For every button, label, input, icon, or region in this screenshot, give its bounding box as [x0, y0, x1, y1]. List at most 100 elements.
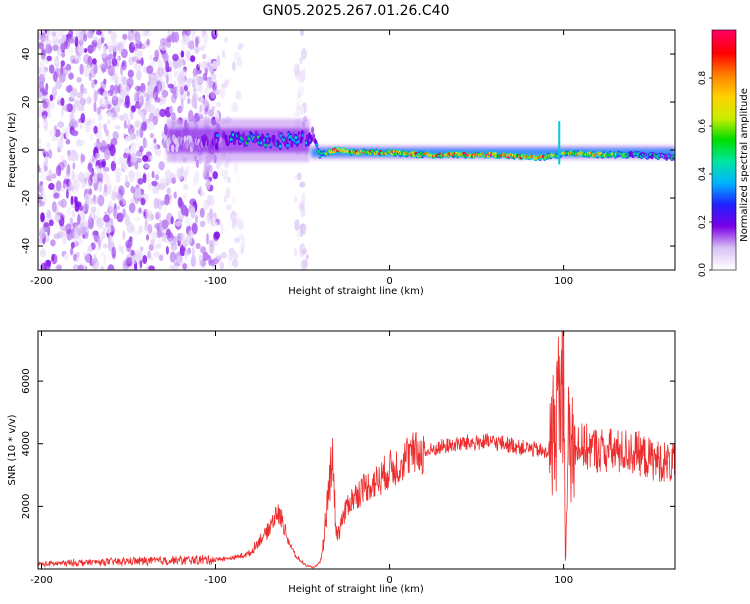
spectrogram-noise-cell	[299, 181, 306, 188]
spectrogram-noise-cell	[155, 108, 161, 119]
spectrogram-noise-cell	[225, 204, 232, 211]
colorbar-cell	[712, 66, 736, 69]
colorbar-cell	[712, 202, 736, 205]
spectrogram-noise-cell	[158, 95, 164, 106]
spectrogram-noise-cell	[204, 62, 210, 74]
spectrogram-noise-cell	[197, 75, 204, 86]
spectrogram-noise-cell	[298, 203, 305, 211]
spectrogram-noise-cell	[43, 98, 50, 109]
colorbar-cell	[712, 268, 736, 271]
colorbar-cell	[712, 136, 736, 139]
spectrogram-noise-cell	[121, 61, 125, 68]
colorbar-cell	[712, 240, 736, 243]
spectrogram-noise-cell	[125, 85, 131, 97]
spectrogram-noise-cell	[75, 254, 80, 263]
spectrogram-noise-cell	[46, 30, 51, 37]
spectrogram-noise-cell	[134, 216, 141, 222]
spectrogram-noise-cell	[151, 170, 155, 179]
colorbar-cell	[712, 254, 736, 257]
spectrogram-noise-cell	[61, 50, 66, 58]
spectrogram-noise-cell	[51, 254, 55, 261]
colorbar-cell	[712, 192, 736, 195]
spectrogram-noise-cell	[294, 219, 300, 232]
colorbar-cell	[712, 126, 736, 129]
spectrogram-noise-cell	[83, 88, 88, 95]
spectrogram-noise-cell	[93, 142, 99, 149]
spectrogram-noise-cell	[128, 41, 136, 54]
spectrogram-noise-cell	[227, 258, 232, 268]
spectrogram-noise-cell	[62, 180, 66, 189]
spectrogram-noise-cell	[110, 31, 118, 43]
spectrogram-noise-cell	[294, 111, 300, 118]
spectrogram-noise-cell	[111, 191, 118, 201]
spectrogram-noise-cell	[106, 119, 111, 125]
spectrogram-noise-cell	[134, 120, 140, 128]
spectrogram-noise-cell	[103, 78, 107, 85]
spectrogram-noise-cell	[222, 169, 229, 181]
spectrogram-noise-cell	[66, 207, 72, 216]
spectrogram-noise-cell	[116, 41, 124, 53]
spectrogram-noise-cell	[69, 217, 74, 227]
spectrogram-noise-cell	[110, 69, 114, 79]
spectrogram-noise-cell	[231, 251, 239, 261]
spectrogram-noise-cell	[57, 200, 64, 207]
spectrogram-noise-cell	[145, 263, 149, 270]
spectrogram-noise-cell	[149, 239, 155, 245]
spectrogram-x-tick-label: 0	[386, 276, 392, 287]
spectrogram-noise-cell	[154, 49, 160, 59]
spectrogram-noise-cell	[120, 84, 125, 91]
spectrogram-noise-cell	[38, 90, 43, 99]
spectrogram-noise-cell	[180, 77, 186, 85]
colorbar-tick-label: 0.0	[698, 263, 708, 278]
spectrogram-noise-cell	[68, 72, 74, 80]
spectrogram-ridge-cell	[215, 142, 219, 151]
spectrogram-noise-cell	[38, 67, 43, 75]
spectrogram-noise-cell	[76, 76, 82, 83]
spectrogram-noise-cell	[199, 45, 206, 51]
spectrogram-noise-cell	[226, 176, 232, 184]
spectrogram-noise-cell	[78, 172, 85, 183]
spectrogram-noise-cell	[140, 121, 148, 132]
colorbar-cell	[712, 36, 736, 39]
spectrogram-noise-cell	[80, 113, 86, 124]
spectrogram-noise-cell	[202, 72, 208, 82]
spectrogram-noise-cell	[43, 118, 48, 130]
spectrogram-noise-cell	[210, 90, 216, 99]
spectrogram-noise-cell	[211, 216, 216, 225]
spectrogram-noise-cell	[156, 227, 162, 239]
spectrogram-noise-cell	[300, 259, 308, 270]
spectrogram-noise-cell	[97, 237, 103, 244]
spectrogram-noise-cell	[111, 57, 118, 67]
spectrogram-noise-cell	[81, 180, 85, 189]
spectrogram-noise-cell	[232, 61, 236, 72]
spectrogram-noise-cell	[130, 105, 136, 113]
spectrogram-noise-cell	[38, 138, 42, 145]
spectrogram-noise-cell	[176, 85, 179, 98]
spectrogram-noise-cell	[40, 212, 45, 223]
spectrogram-noise-cell	[153, 138, 157, 145]
colorbar-cell	[712, 142, 736, 145]
spectrogram-noise-cell	[105, 129, 110, 137]
spectrogram-noise-cell	[100, 36, 104, 45]
spectrogram-noise-cell	[43, 101, 49, 109]
spectrogram-noise-cell	[83, 220, 89, 227]
spectrogram-noise-cell	[134, 85, 141, 92]
spectrogram-noise-cell	[46, 259, 52, 267]
spectrogram-noise-cell	[57, 138, 64, 150]
snr-y-tick-label: 4000	[21, 431, 32, 456]
spectrogram-noise-cell	[146, 234, 149, 241]
colorbar-cell	[712, 162, 736, 165]
spectrogram-noise-cell	[40, 262, 47, 270]
colorbar-cell	[712, 62, 736, 65]
spectrogram-noise-cell	[154, 97, 161, 103]
spectrogram-noise-cell	[39, 170, 47, 182]
spectrogram-noise-cell	[93, 62, 98, 74]
spectrogram-noise-cell	[138, 225, 143, 234]
spectrogram-noise-cell	[133, 230, 141, 237]
spectrogram-noise-cell	[93, 90, 98, 103]
spectrogram-noise-cell	[103, 183, 108, 194]
spectrogram-noise-cell	[102, 226, 106, 234]
spectrogram-ridge-core	[256, 135, 260, 139]
spectrogram-noise-cell	[179, 232, 184, 244]
spectrogram-noise-cell	[103, 45, 107, 56]
